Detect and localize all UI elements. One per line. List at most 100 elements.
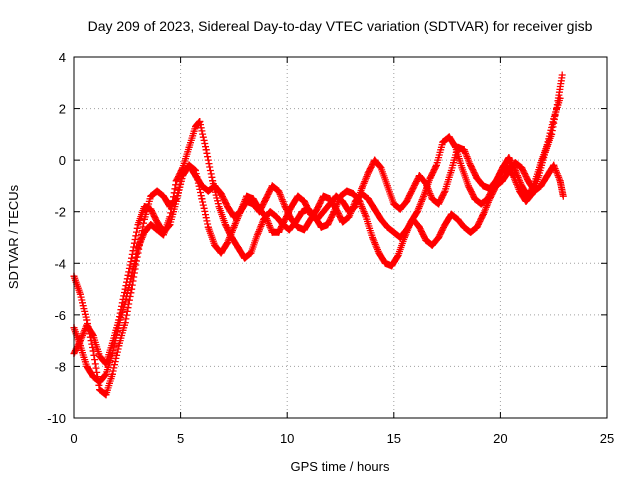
data-point: [435, 200, 443, 208]
data-point: [217, 249, 225, 257]
data-point: [209, 177, 217, 185]
data-point: [473, 174, 481, 182]
data-point: [477, 200, 485, 208]
data-point: [102, 391, 110, 399]
data-point: [166, 221, 174, 229]
data-point: [211, 241, 219, 249]
data-point: [256, 205, 263, 213]
data-point: [319, 192, 327, 200]
data-point: [349, 190, 357, 198]
data-point: [537, 182, 545, 190]
data-point: [369, 234, 376, 241]
data-point: [556, 94, 564, 102]
data-point: [204, 187, 212, 195]
data-point: [319, 208, 327, 216]
data-point: [273, 213, 280, 221]
data-point: [511, 167, 519, 174]
data-point: [128, 285, 136, 293]
data-point: [298, 208, 306, 216]
data-point: [89, 332, 97, 339]
data-point: [300, 197, 308, 205]
data-point: [313, 215, 321, 223]
data-point: [464, 182, 472, 190]
data-point: [230, 223, 238, 231]
data-point: [388, 262, 396, 270]
data-point: [288, 215, 295, 223]
data-point: [559, 192, 567, 200]
data-point: [381, 259, 389, 267]
data-point: [441, 221, 449, 229]
data-point: [473, 223, 481, 231]
data-point: [234, 244, 242, 252]
data-point: [420, 192, 428, 200]
data-point: [505, 167, 513, 174]
data-point: [198, 195, 206, 203]
data-point: [221, 221, 229, 229]
x-tick-label: 20: [493, 431, 507, 446]
data-point: [285, 226, 293, 234]
data-point: [76, 337, 84, 345]
data-point: [96, 352, 104, 360]
data-point: [415, 223, 423, 231]
data-point: [115, 316, 123, 324]
y-tick-label: -2: [54, 205, 66, 220]
data-point: [317, 223, 325, 231]
data-point: [460, 223, 468, 231]
series-track-3: [70, 94, 564, 368]
data-point: [288, 203, 295, 211]
data-point: [499, 177, 506, 185]
chart-title: Day 209 of 2023, Sidereal Day-to-day VTE…: [88, 18, 593, 34]
data-point: [537, 159, 545, 167]
data-point: [332, 205, 340, 213]
data-point: [266, 208, 274, 216]
data-point: [518, 164, 526, 172]
data-point: [179, 172, 187, 180]
data-point: [83, 362, 91, 370]
data-point: [435, 234, 443, 241]
data-point: [134, 249, 142, 257]
y-tick-label: 4: [59, 50, 66, 65]
data-point: [441, 187, 449, 195]
data-point: [375, 249, 383, 257]
data-point: [394, 252, 402, 259]
data-point: [543, 141, 551, 149]
data-point: [185, 143, 193, 151]
x-axis-label: GPS time / hours: [291, 459, 390, 474]
data-point: [413, 208, 421, 216]
data-point: [249, 195, 257, 203]
data-point: [253, 231, 261, 239]
data-point: [409, 215, 417, 223]
data-point: [147, 205, 155, 213]
data-point: [275, 228, 283, 236]
data-point: [160, 228, 167, 236]
data-point: [300, 226, 308, 234]
data-point: [134, 221, 142, 229]
y-tick-label: 2: [59, 102, 66, 117]
data-point: [96, 378, 104, 386]
data-point: [447, 167, 455, 174]
data-point: [467, 161, 475, 169]
data-point: [247, 249, 255, 257]
x-tick-label: 25: [600, 431, 614, 446]
data-point: [172, 197, 180, 205]
data-point: [281, 203, 289, 211]
data-point: [307, 210, 315, 218]
data-point: [262, 213, 270, 221]
data-point: [556, 177, 564, 185]
data-point: [224, 203, 231, 211]
series-trace: [70, 159, 567, 399]
data-point: [339, 197, 347, 205]
data-point: [121, 285, 129, 293]
data-point: [345, 208, 353, 216]
data-point: [543, 172, 551, 180]
series-track-1: [70, 71, 566, 386]
data-point: [454, 215, 462, 223]
data-point: [294, 223, 302, 231]
data-point: [192, 167, 199, 174]
data-point: [422, 179, 430, 187]
data-point: [403, 226, 411, 234]
data-point: [396, 234, 404, 241]
data-point: [471, 195, 479, 203]
data-point: [390, 228, 398, 236]
